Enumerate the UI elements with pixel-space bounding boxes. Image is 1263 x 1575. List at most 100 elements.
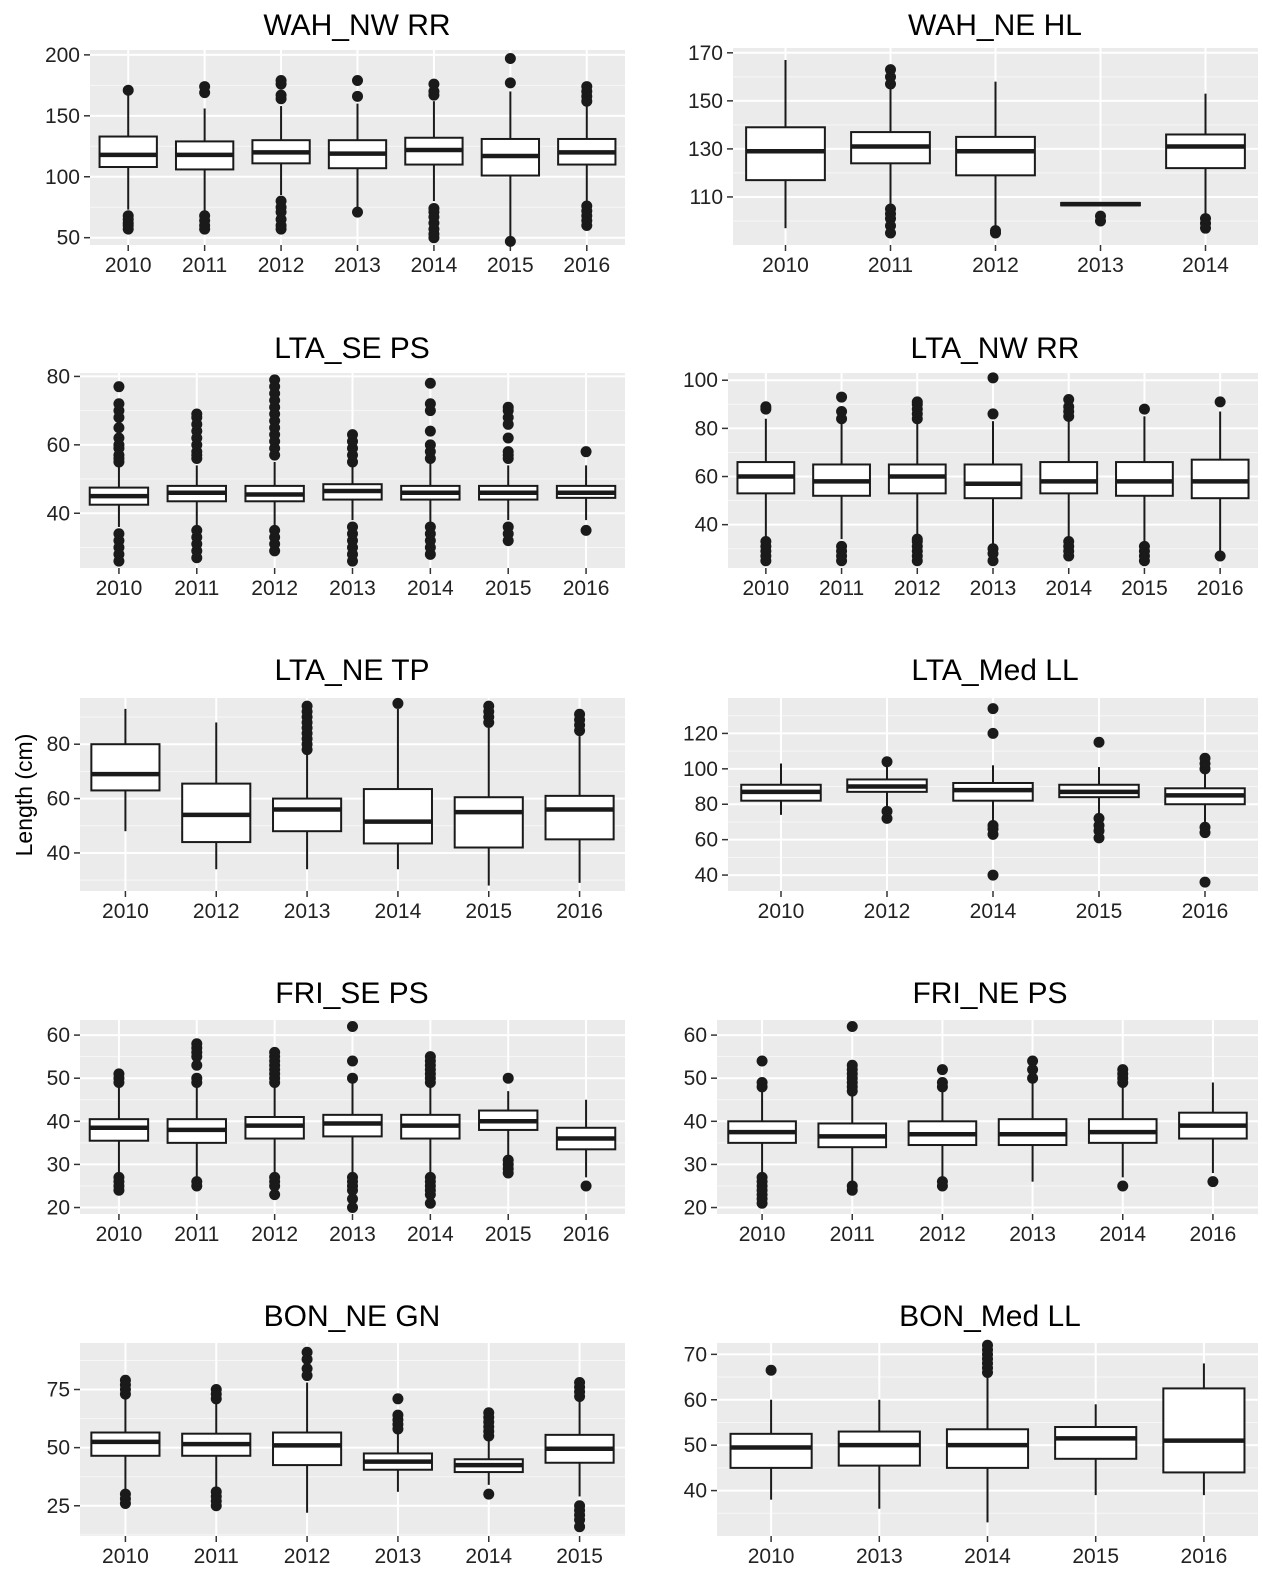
panel-title: FRI_SE PS — [275, 977, 428, 1010]
outlier-point — [756, 1055, 768, 1067]
outlier-point — [911, 533, 923, 545]
outlier-point — [113, 422, 125, 434]
x-tick-label: 2014 — [1099, 1223, 1146, 1246]
panel-9: 25 50 75 2010 2011 2012 2013 2014 2015 BON_NE GN — [47, 1300, 625, 1568]
outlier-point — [936, 1064, 948, 1076]
x-tick-label: 2013 — [970, 577, 1017, 600]
x-tick-label: 2013 — [856, 1545, 903, 1568]
x-tick-label: 2016 — [1197, 577, 1244, 600]
panel-3: 40 60 80 2010 2011 2012 2013 2014 2015 2016 LTA_SE… — [47, 332, 625, 600]
box-2013 — [963, 372, 1023, 567]
box-body — [1162, 1387, 1246, 1474]
box-2012 — [907, 1064, 978, 1192]
box-2011 — [812, 391, 871, 567]
x-tick-label: 2011 — [819, 577, 864, 600]
x-tick-label: 2012 — [972, 254, 1019, 277]
box-2010 — [88, 381, 150, 567]
box-2016 — [1162, 1363, 1246, 1496]
outlier-point — [119, 1374, 131, 1386]
x-tick-label: 2012 — [894, 577, 941, 600]
outlier-point — [347, 1193, 358, 1205]
box-2010 — [727, 1055, 797, 1209]
box-2013 — [327, 74, 388, 218]
y-tick-label: 150 — [688, 90, 723, 113]
x-tick-label: 2015 — [1072, 1545, 1119, 1568]
box-body — [963, 463, 1023, 500]
box-body — [1039, 461, 1099, 495]
box-2013 — [362, 1393, 433, 1492]
x-tick-label: 2011 — [174, 577, 219, 600]
outlier-point — [301, 700, 313, 712]
box-2013 — [322, 1020, 383, 1214]
outlier-point — [191, 408, 203, 420]
outlier-point — [1207, 1176, 1219, 1188]
box-body — [272, 797, 343, 833]
box-2011 — [181, 1384, 252, 1512]
box-2011 — [817, 1020, 888, 1196]
x-tick-label: 2012 — [258, 254, 305, 277]
outlier-point — [504, 53, 516, 65]
box-2015 — [480, 53, 541, 247]
outlier-point — [269, 1046, 281, 1058]
x-tick-label: 2011 — [830, 1223, 875, 1246]
outlier-point — [191, 1059, 203, 1071]
outlier-point — [760, 401, 772, 413]
y-tick-label: 60 — [695, 466, 718, 489]
panel-6: 40 60 80 100 120 2010 2012 2014 2015 2016 LTA_Med … — [683, 654, 1258, 923]
outlier-point — [352, 90, 363, 102]
y-tick-label: 40 — [47, 842, 70, 865]
x-tick-label: 2010 — [748, 1545, 795, 1568]
box-2010 — [729, 1364, 813, 1500]
y-tick-label: 200 — [45, 44, 80, 67]
box-body — [544, 794, 615, 841]
box-2014 — [453, 1407, 524, 1500]
box-2016 — [555, 446, 617, 536]
outlier-point — [352, 206, 363, 218]
outlier-point — [502, 1072, 514, 1084]
box-2011 — [166, 408, 227, 564]
outlier-point — [987, 727, 999, 739]
outlier-point — [581, 81, 593, 93]
outlier-point — [885, 203, 896, 215]
box-2011 — [174, 81, 235, 235]
box-body — [90, 1431, 161, 1457]
y-tick-label: 110 — [690, 186, 723, 209]
box-2014 — [404, 78, 464, 244]
box-2014 — [362, 697, 433, 870]
outlier-point — [1093, 736, 1105, 748]
outlier-point — [1117, 1180, 1129, 1192]
outlier-point — [936, 1176, 948, 1188]
x-tick-label: 2014 — [411, 254, 458, 277]
outlier-point — [301, 1363, 313, 1375]
y-tick-label: 20 — [47, 1197, 70, 1220]
x-tick-label: 2010 — [739, 1223, 786, 1246]
box-2014 — [952, 703, 1034, 881]
outlier-point — [122, 210, 134, 222]
box-body — [887, 463, 947, 495]
panel-title: WAH_NE HL — [908, 9, 1082, 42]
outlier-point — [1063, 536, 1075, 548]
outlier-point — [269, 1171, 281, 1183]
x-tick-label: 2014 — [1045, 577, 1092, 600]
outlier-point — [1027, 1064, 1039, 1076]
outlier-point — [119, 1488, 131, 1500]
x-tick-label: 2012 — [919, 1223, 966, 1246]
box-body — [745, 126, 826, 182]
y-tick-label: 75 — [47, 1379, 70, 1402]
outlier-point — [275, 74, 287, 86]
x-tick-label: 2014 — [1182, 254, 1229, 277]
outlier-point — [347, 1171, 358, 1183]
outlier-point — [1214, 396, 1226, 408]
box-2010 — [90, 708, 161, 832]
box-body — [272, 1431, 343, 1467]
x-tick-label: 2010 — [758, 900, 805, 923]
x-tick-label: 2011 — [194, 1545, 239, 1568]
outlier-point — [199, 81, 211, 93]
outlier-point — [428, 202, 440, 214]
y-tick-label: 30 — [684, 1153, 707, 1176]
y-tick-label: 60 — [47, 434, 70, 457]
x-tick-label: 2013 — [329, 577, 376, 600]
y-tick-label: 60 — [47, 1024, 70, 1047]
outlier-point — [1199, 876, 1211, 888]
box-2015 — [1058, 736, 1140, 844]
